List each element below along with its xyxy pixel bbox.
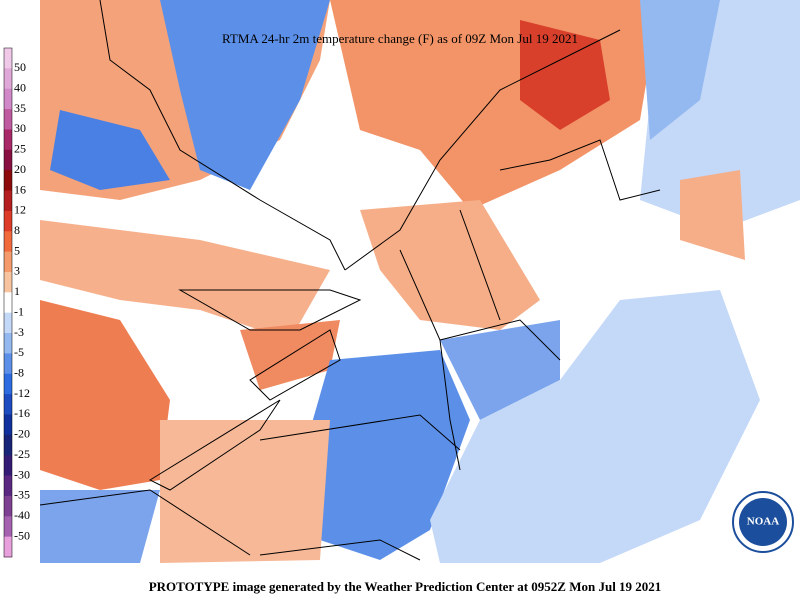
legend-swatch <box>4 353 12 375</box>
legend-swatch <box>4 516 12 538</box>
legend-swatch <box>4 373 12 395</box>
map-area: NOAA <box>39 0 800 563</box>
legend-swatch <box>4 312 12 334</box>
legend-label: -1 <box>14 304 24 318</box>
legend-swatch <box>4 434 12 456</box>
state-line <box>439 319 561 361</box>
coastline <box>344 29 621 271</box>
legend-swatch <box>4 475 12 497</box>
cool-region <box>50 110 170 190</box>
warm-region <box>360 200 540 330</box>
warm-region <box>160 420 330 563</box>
legend-swatch <box>4 231 12 253</box>
cool-region <box>640 0 720 140</box>
coastline <box>99 0 346 271</box>
legend-label: 50 <box>14 60 26 74</box>
legend-label: 40 <box>14 80 26 94</box>
color-legend: 50 40 35 30 25 20 16 12 8 5 3 1 -1 -3 -5 -8 -12 -16 -20 -25… <box>3 47 30 558</box>
legend-swatch <box>4 210 12 232</box>
boundaries <box>39 0 661 561</box>
state-line <box>39 489 251 556</box>
legend-swatch <box>4 292 12 314</box>
legend-label: -20 <box>14 427 30 441</box>
legend-label: -16 <box>14 406 30 420</box>
state-line <box>259 414 461 451</box>
legend-swatch <box>4 271 12 293</box>
logo-disc <box>739 498 787 546</box>
state-line <box>259 539 421 561</box>
lake-border <box>249 329 341 401</box>
map-title: RTMA 24-hr 2m temperature change (F) as … <box>222 31 578 46</box>
warm-region <box>40 220 330 340</box>
legend-label: -30 <box>14 467 30 481</box>
legend-swatch <box>4 190 12 212</box>
legend-swatch <box>4 333 12 354</box>
state-line <box>399 249 461 471</box>
legend-label: -25 <box>14 447 30 461</box>
legend-label: 35 <box>14 101 26 115</box>
state-line <box>459 209 501 321</box>
legend-label: -5 <box>14 345 24 359</box>
legend-label: 16 <box>14 182 26 196</box>
cool-region <box>430 290 760 563</box>
legend-swatch <box>4 88 12 110</box>
legend-swatch <box>4 170 12 192</box>
legend-label: 12 <box>14 203 26 217</box>
legend-label: 30 <box>14 121 26 135</box>
legend-swatch <box>4 149 12 171</box>
legend-swatch <box>4 129 12 151</box>
legend-label: 3 <box>14 264 20 278</box>
logo-text: NOAA <box>747 516 779 528</box>
cool-region <box>160 0 330 190</box>
legend-swatch <box>4 394 12 415</box>
legend-label: 20 <box>14 162 26 176</box>
warm-region <box>680 170 745 260</box>
cool-region <box>310 350 470 560</box>
cool-region <box>40 490 160 563</box>
legend-swatch <box>4 48 12 69</box>
legend-label: 8 <box>14 223 20 237</box>
legend-swatch <box>4 536 12 558</box>
legend-swatch <box>4 68 12 90</box>
lake-border <box>148 399 281 491</box>
legend-label: -40 <box>14 508 30 522</box>
legend-label: -35 <box>14 488 30 502</box>
legend-label: -3 <box>14 325 24 339</box>
hot-region <box>520 20 610 130</box>
legend-swatch <box>4 251 12 273</box>
lake-border <box>178 289 362 331</box>
legend-label: 25 <box>14 142 26 156</box>
legend-frame <box>3 47 13 558</box>
legend-swatch <box>4 455 12 477</box>
noaa-logo: NOAA <box>732 491 794 553</box>
footer-credit: PROTOTYPE image generated by the Weather… <box>149 579 662 594</box>
legend-label: -50 <box>14 528 30 542</box>
legend-label: -12 <box>14 386 30 400</box>
coastline <box>499 139 661 201</box>
warm-region <box>40 300 170 490</box>
legend-label: 5 <box>14 243 20 257</box>
legend-swatch <box>4 495 12 517</box>
legend-swatch <box>4 109 12 130</box>
legend-label: 1 <box>14 284 20 298</box>
legend-label: -8 <box>14 366 24 380</box>
legend-swatch <box>4 414 12 436</box>
